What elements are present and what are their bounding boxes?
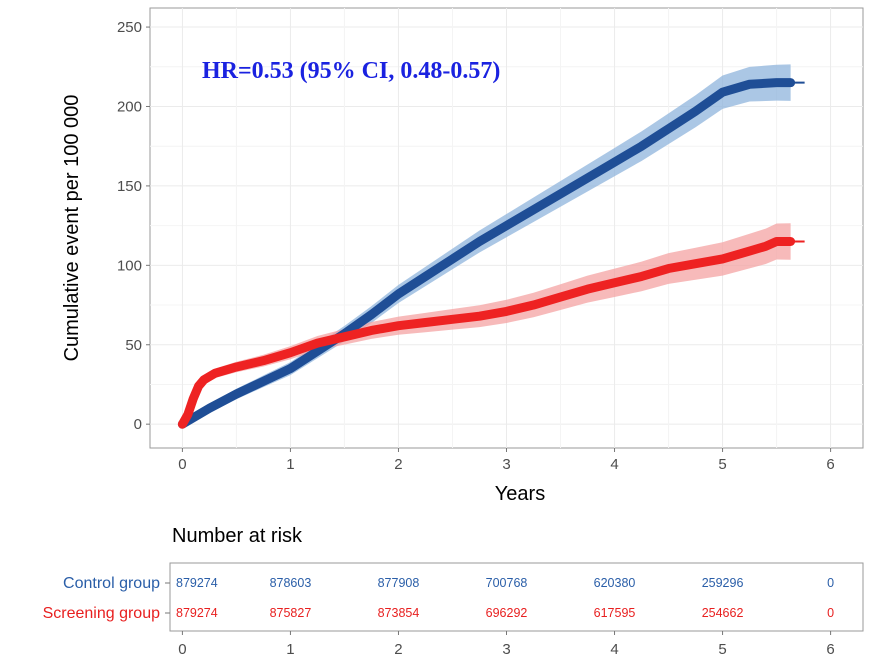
hazard-ratio-annotation: HR=0.53 (95% CI, 0.48-0.57) xyxy=(202,58,500,84)
screening-group-risk-count: 0 xyxy=(827,606,834,620)
x-axis-label: Years xyxy=(495,483,545,505)
screening-group-risk-count: 875827 xyxy=(270,606,312,620)
series-lines xyxy=(177,78,805,429)
y-tick-label: 50 xyxy=(125,337,142,354)
x-tick-label: 3 xyxy=(502,456,510,473)
y-tick-label: 150 xyxy=(117,178,142,195)
control-group-risk-count: 878603 xyxy=(270,576,312,590)
x-tick-labels: 0 1 2 3 4 5 6 xyxy=(178,448,835,473)
x-tick-label: 5 xyxy=(718,456,726,473)
y-axis-label: Cumulative event per 100 000 xyxy=(61,95,83,362)
y-tick-label: 250 xyxy=(117,19,142,36)
y-tick-label: 100 xyxy=(117,257,142,274)
control-group-risk-count: 620380 xyxy=(594,576,636,590)
risk-table-title: Number at risk xyxy=(172,525,303,547)
risk-x-tick-label: 4 xyxy=(610,641,618,658)
control-group-risk-count: 259296 xyxy=(702,576,744,590)
x-tick-label: 4 xyxy=(610,456,618,473)
screening-group-risk-label: Screening group xyxy=(43,605,161,622)
x-tick-label: 6 xyxy=(826,456,834,473)
screening-group-line xyxy=(177,237,796,429)
risk-x-tick-label: 0 xyxy=(178,641,186,658)
risk-x-tick-label: 5 xyxy=(718,641,726,658)
risk-x-tick-label: 3 xyxy=(502,641,510,658)
control-group-risk-count: 700768 xyxy=(486,576,528,590)
control-group-risk-label: Control group xyxy=(63,575,160,592)
screening-group-risk-count: 254662 xyxy=(702,606,744,620)
risk-x-tick-label: 6 xyxy=(826,641,834,658)
risk-table: Control group 879274 878603 877908 700768 620… xyxy=(43,575,835,658)
x-tick-label: 0 xyxy=(178,456,186,473)
risk-x-tick-label: 2 xyxy=(394,641,402,658)
control-group-risk-count: 879274 xyxy=(176,576,218,590)
y-tick-label: 200 xyxy=(117,98,142,115)
screening-group-risk-count: 617595 xyxy=(594,606,636,620)
screening-group-risk-count: 873854 xyxy=(378,606,420,620)
control-group-risk-count: 0 xyxy=(827,576,834,590)
y-tick-labels: 0 50 100 150 200 250 xyxy=(117,19,150,433)
x-tick-label: 2 xyxy=(394,456,402,473)
screening-group-risk-count: 696292 xyxy=(486,606,528,620)
control-group-line xyxy=(177,78,796,429)
grid-lines xyxy=(150,8,863,448)
x-tick-label: 1 xyxy=(286,456,294,473)
y-tick-label: 0 xyxy=(134,416,142,433)
risk-table-panel xyxy=(169,562,864,632)
risk-x-tick-label: 1 xyxy=(286,641,294,658)
screening-group-risk-count: 879274 xyxy=(176,606,218,620)
control-group-risk-count: 877908 xyxy=(378,576,420,590)
